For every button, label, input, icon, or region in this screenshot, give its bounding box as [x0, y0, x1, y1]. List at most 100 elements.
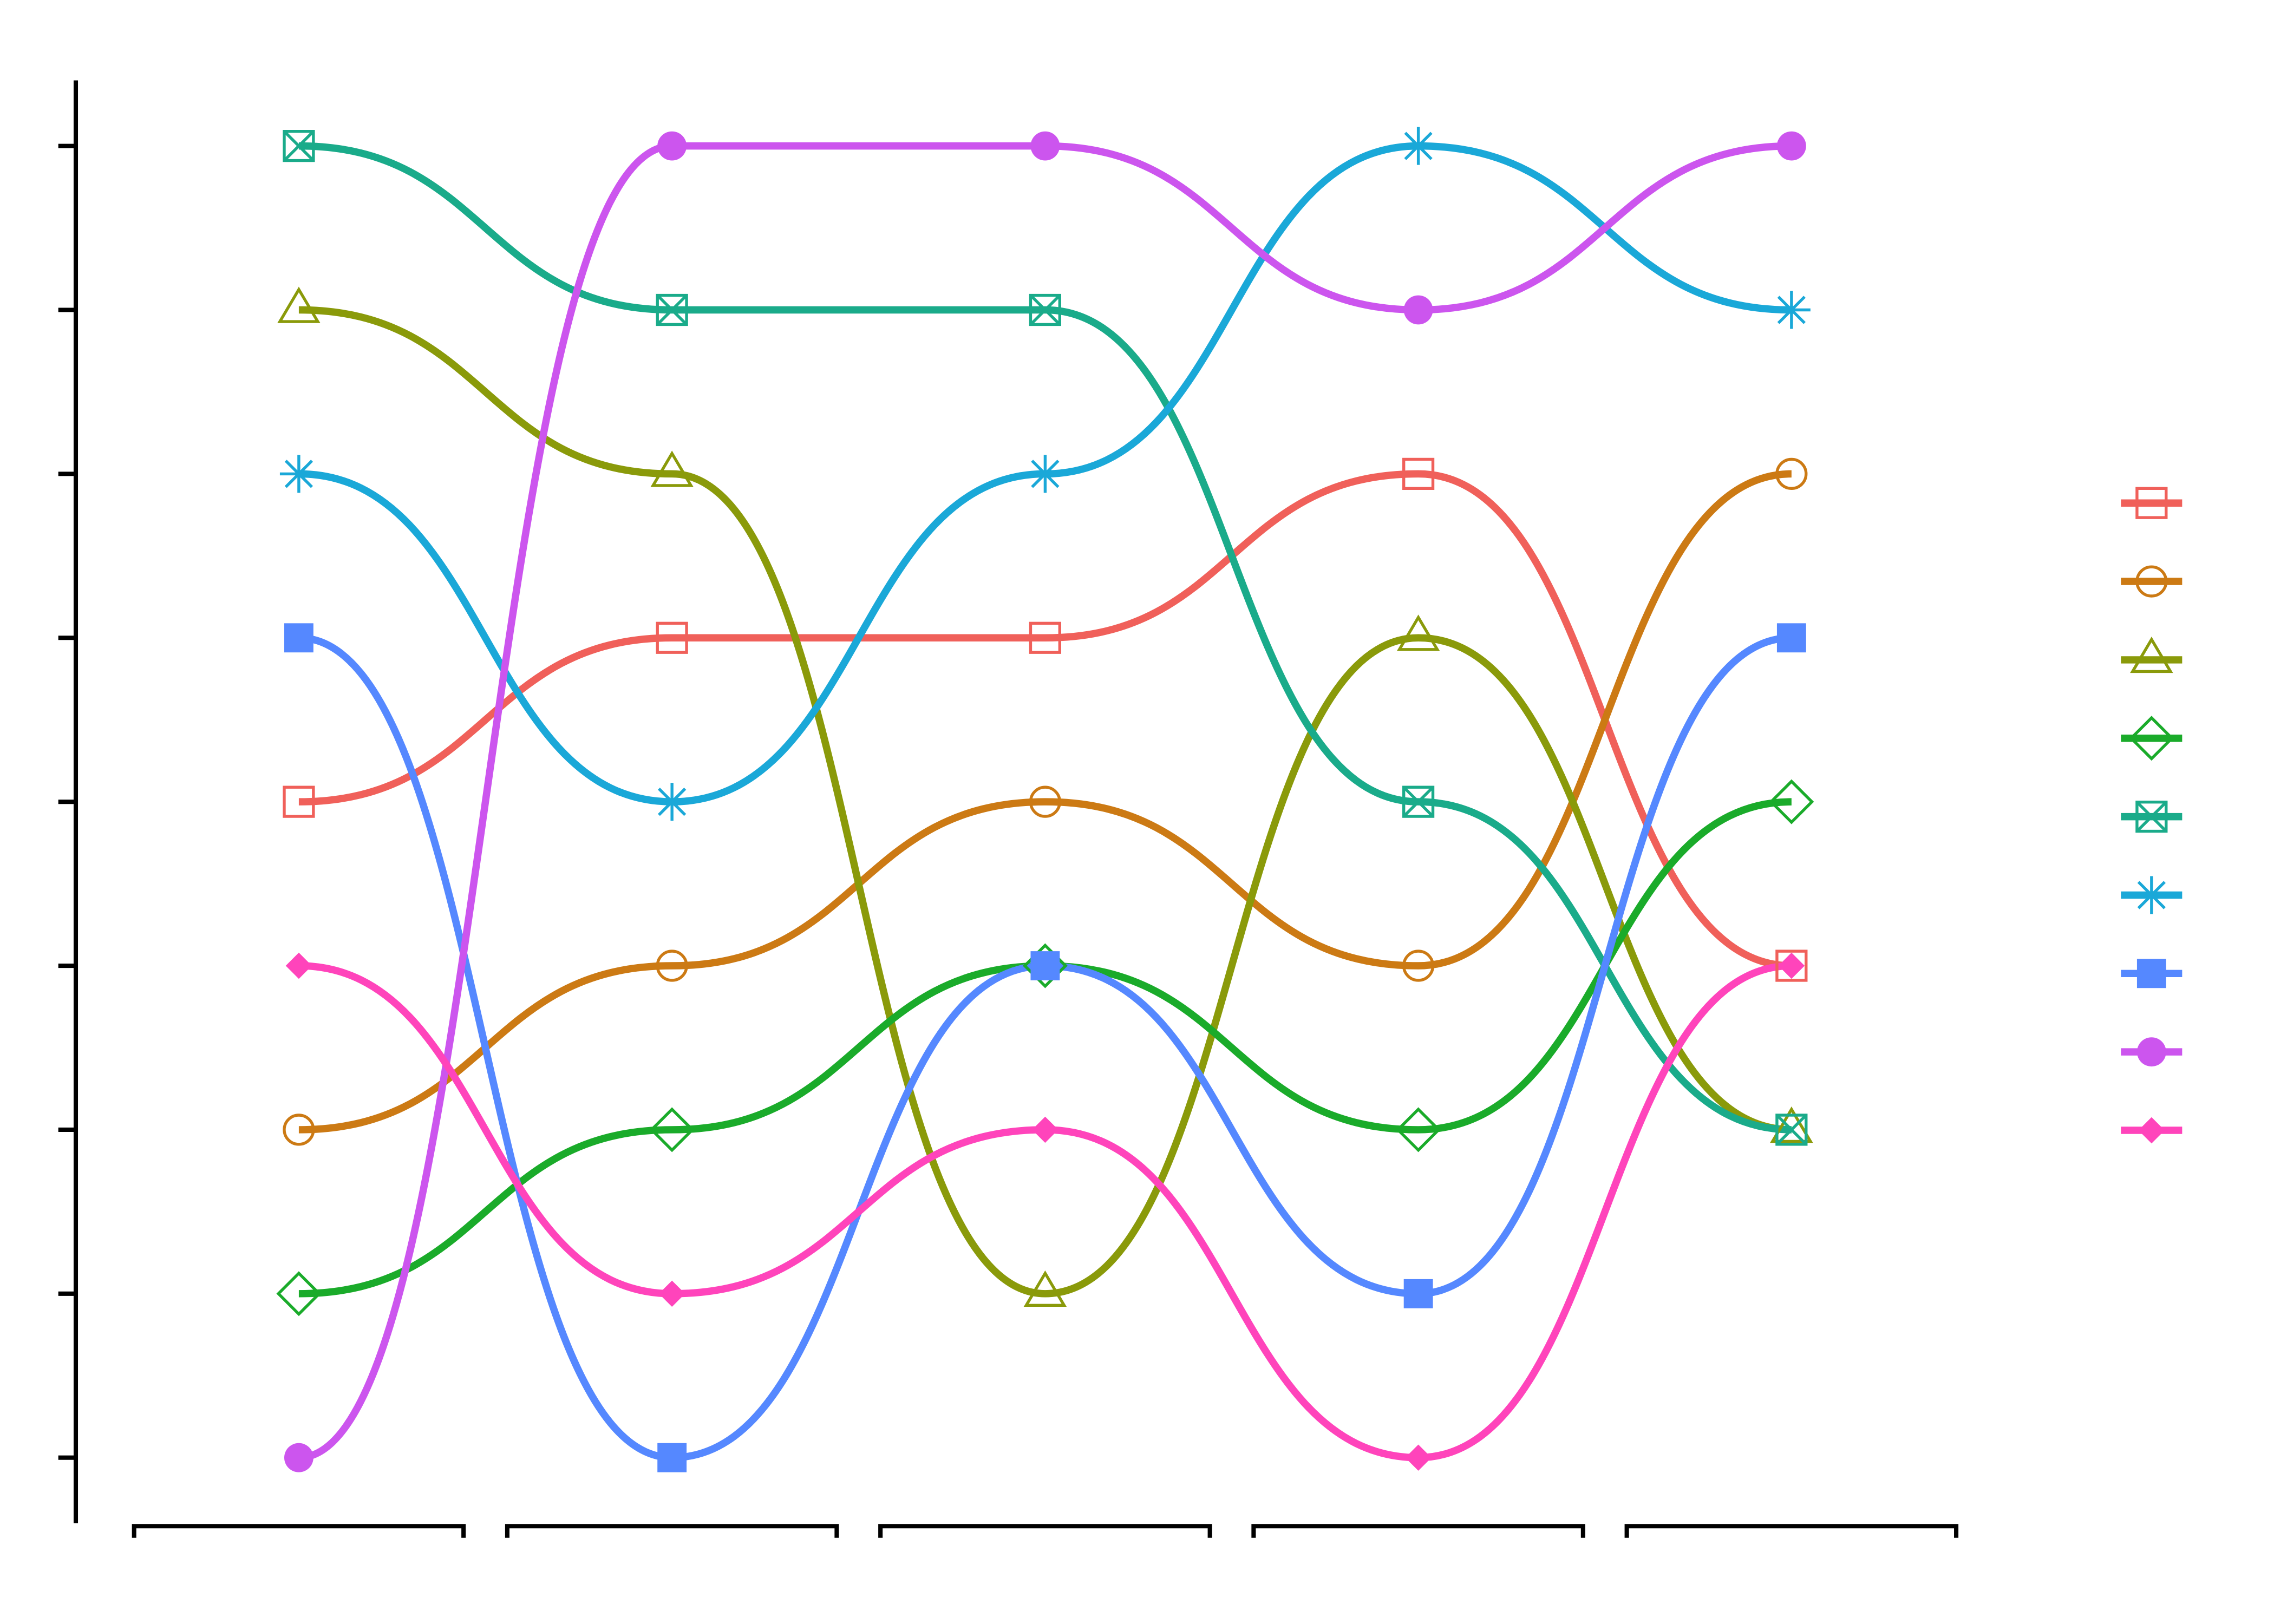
marker-shape — [656, 294, 688, 326]
marker-shape — [1778, 952, 1805, 979]
marker-shape — [1403, 1279, 1433, 1308]
marker-shape — [1396, 614, 1440, 651]
marker-shape — [1776, 1114, 1807, 1145]
data-point — [285, 952, 312, 979]
x-axis-bracket — [1624, 1524, 1959, 1538]
data-point — [1405, 1444, 1432, 1471]
marker-shape — [1770, 1106, 1813, 1143]
marker-shape — [2135, 487, 2168, 519]
data-point — [284, 623, 313, 653]
marker-shape — [1769, 779, 1814, 824]
data-point — [1775, 949, 1808, 982]
data-point — [1396, 1107, 1441, 1152]
legend-key — [2121, 565, 2182, 598]
marker-shape — [1402, 949, 1435, 982]
data-point — [653, 783, 691, 821]
legend-marker — [2136, 1037, 2166, 1067]
marker-shape — [1032, 1116, 1058, 1143]
data-point — [279, 455, 318, 493]
marker-shape — [653, 783, 691, 821]
x-axis-bracket — [505, 1524, 839, 1538]
marker-shape — [1403, 295, 1433, 325]
legend-marker — [2135, 801, 2168, 833]
marker-shape — [658, 1280, 685, 1307]
marker-shape — [657, 131, 687, 161]
marker-shape — [277, 286, 321, 323]
marker-shape — [276, 1271, 322, 1317]
data-point — [1029, 293, 1061, 326]
data-point — [1775, 457, 1808, 490]
data-point — [1029, 621, 1061, 654]
marker-shape — [283, 785, 315, 818]
marker-shape — [2135, 565, 2168, 598]
legend-key — [2121, 801, 2182, 833]
marker-shape — [656, 621, 688, 654]
data-point — [1770, 1106, 1813, 1143]
marker-shape — [1029, 621, 1061, 654]
marker-shape — [657, 1443, 687, 1472]
series-line — [298, 306, 1792, 1298]
data-point — [283, 129, 315, 162]
marker-shape — [284, 623, 313, 653]
data-point — [656, 949, 688, 982]
marker-shape — [283, 130, 315, 162]
data-point — [1776, 623, 1806, 653]
marker-shape — [1402, 785, 1435, 818]
data-point — [1776, 131, 1806, 161]
legend-key — [2121, 1037, 2182, 1067]
data-point — [1403, 1279, 1433, 1308]
marker-shape — [284, 1443, 313, 1472]
marker-shape — [2130, 636, 2173, 673]
marker-shape — [283, 1114, 315, 1146]
series-line — [298, 470, 1792, 1134]
legend-marker — [2129, 716, 2174, 761]
data-point — [1023, 1270, 1067, 1307]
data-point — [1032, 1116, 1058, 1143]
legend-key — [2121, 716, 2182, 761]
series-line — [298, 142, 1792, 1134]
x-axis-bracket — [878, 1524, 1212, 1538]
marker-shape — [2136, 1037, 2166, 1067]
marker-shape — [2132, 876, 2171, 914]
series-line — [298, 962, 1792, 1462]
data-point — [657, 131, 687, 161]
data-point — [657, 1443, 687, 1472]
data-point — [1396, 614, 1440, 651]
marker-shape — [650, 450, 694, 487]
legend-key — [2121, 636, 2182, 673]
data-point — [656, 621, 688, 654]
data-point — [650, 450, 694, 487]
marker-shape — [1775, 457, 1808, 490]
x-axis-bracket — [1251, 1524, 1585, 1538]
data-point — [1403, 295, 1433, 325]
data-point — [283, 1114, 315, 1146]
marker-shape — [1029, 294, 1061, 326]
marker-shape — [1772, 291, 1811, 329]
marker-shape — [1029, 785, 1061, 818]
data-point — [1778, 952, 1805, 979]
marker-shape — [1405, 1444, 1432, 1471]
data-point — [649, 1107, 695, 1152]
series-line — [298, 798, 1792, 1298]
data-point — [1402, 457, 1435, 490]
x-axis-bracket — [132, 1524, 466, 1538]
marker-shape — [1030, 131, 1060, 161]
marker-shape — [2138, 1117, 2165, 1144]
data-point — [1026, 455, 1064, 493]
data-point — [1775, 1114, 1808, 1146]
legend-marker — [2132, 876, 2171, 914]
data-point — [1402, 785, 1435, 818]
marker-shape — [656, 949, 688, 982]
marker-shape — [649, 1107, 695, 1152]
legend-marker — [2130, 636, 2173, 673]
marker-shape — [1402, 457, 1435, 490]
marker-shape — [1396, 1107, 1441, 1152]
legend-marker — [2135, 565, 2168, 598]
marker-shape — [1776, 131, 1806, 161]
data-point — [1772, 291, 1811, 329]
legend-key — [2121, 487, 2182, 519]
marker-shape — [2129, 716, 2174, 761]
legend-key — [2121, 876, 2182, 914]
